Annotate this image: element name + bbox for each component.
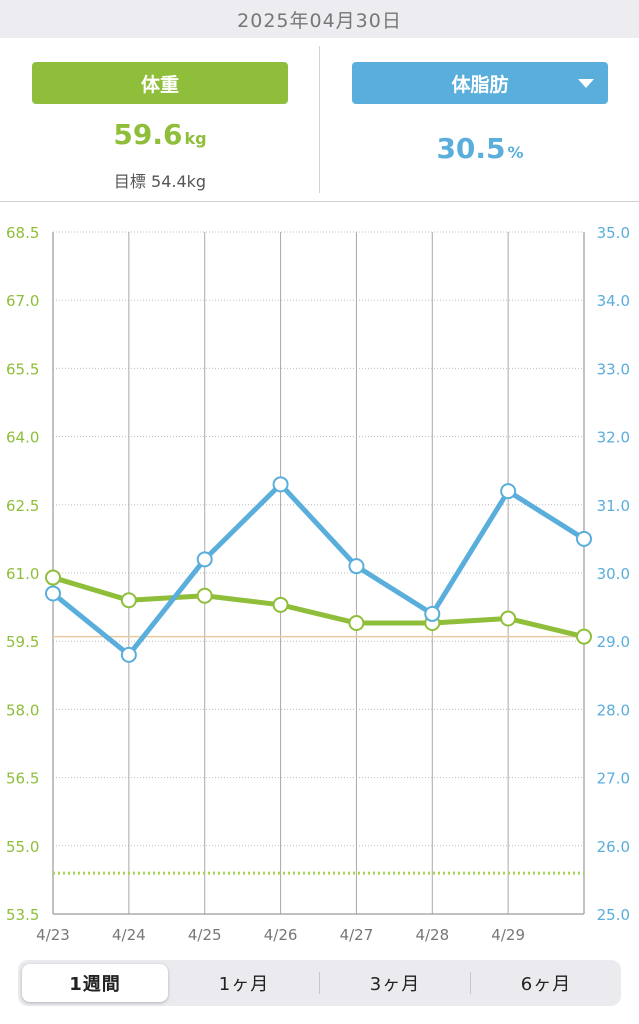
y-tick-label-left: 67.0	[6, 292, 39, 310]
weight-tab-label: 体重	[140, 73, 179, 96]
date-label: 2025年04月30日	[237, 9, 402, 32]
y-tick-label-left: 56.5	[6, 770, 39, 788]
x-tick-label: 4/29	[491, 926, 525, 944]
y-tick-label-left: 62.5	[6, 497, 39, 515]
period-tab-6-months[interactable]: 6ヶ月	[473, 964, 619, 1002]
y-tick-label-left: 61.0	[6, 565, 39, 583]
x-tick-label: 4/24	[112, 926, 146, 944]
period-tab-1-week[interactable]: 1週間	[22, 964, 168, 1002]
weight-tab-button[interactable]: 体重	[32, 62, 288, 104]
y-tick-label-right: 25.0	[597, 906, 630, 924]
summary-divider	[319, 46, 320, 193]
body-fat-value-display: 30.5 %	[352, 132, 608, 165]
period-tab-label: 1ヶ月	[218, 974, 270, 995]
x-tick-label: 4/23	[36, 926, 70, 944]
period-separator	[470, 972, 471, 994]
weight-data-point	[576, 628, 592, 645]
body-fat-dropdown[interactable]: 体脂肪	[352, 62, 608, 104]
body-fat-data-point	[120, 646, 137, 663]
weight-series-line	[50, 575, 587, 640]
body-fat-data-point	[576, 530, 592, 547]
date-header: 2025年04月30日	[0, 0, 639, 38]
y-tick-label-left: 53.5	[6, 906, 39, 924]
weight-fat-chart: 68.5 35.0 67.0 34.0 65.5 33.0 64.0 32.0 62.5 31.0…	[0, 202, 639, 950]
weight-data-point	[196, 587, 213, 604]
y-tick-label-right: 28.0	[597, 701, 630, 719]
weight-data-point	[120, 592, 137, 609]
period-tab-3-months[interactable]: 3ヶ月	[322, 964, 468, 1002]
y-tick-label-right: 34.0	[597, 292, 630, 310]
weight-value-display: 59.6 kg	[32, 118, 288, 151]
body-fat-unit: %	[507, 143, 524, 162]
period-tab-label: 1週間	[69, 974, 121, 995]
y-tick-label-right: 29.0	[597, 633, 630, 651]
weight-unit: kg	[184, 129, 207, 148]
weight-data-point	[348, 615, 365, 632]
body-fat-data-point	[500, 483, 517, 500]
x-tick-label: 4/27	[340, 926, 374, 944]
y-tick-label-left: 58.0	[6, 701, 39, 719]
y-tick-label-left: 64.0	[6, 429, 39, 447]
y-tick-label-right: 33.0	[597, 360, 630, 378]
y-tick-label-left: 59.5	[6, 633, 39, 651]
weight-data-point	[45, 569, 61, 586]
period-separator	[319, 972, 320, 994]
period-selector: 1週間 1ヶ月 3ヶ月 6ヶ月	[18, 960, 621, 1006]
x-tick-label: 4/26	[264, 926, 298, 944]
body-fat-data-point	[348, 558, 365, 575]
triangle-down-icon	[578, 79, 594, 88]
goal-weight-label: 目標 54.4kg	[113, 172, 207, 191]
body-fat-data-point	[272, 476, 289, 493]
y-tick-label-left: 55.0	[6, 838, 39, 856]
summary-panel: 体重 59.6 kg 目標 54.4kg 体脂肪 30.5 %	[0, 38, 639, 202]
period-tab-label: 3ヶ月	[369, 974, 421, 995]
chart-svg: 68.5 35.0 67.0 34.0 65.5 33.0 64.0 32.0 62.5 31.0…	[6, 224, 630, 944]
y-tick-label-left: 65.5	[6, 360, 39, 378]
weight-data-point	[500, 610, 517, 627]
body-fat-data-point	[45, 585, 61, 602]
y-tick-label-right: 31.0	[597, 497, 630, 515]
y-tick-label-right: 30.0	[597, 565, 630, 583]
y-tick-label-right: 26.0	[597, 838, 630, 856]
y-tick-label-left: 68.5	[6, 224, 39, 242]
body-fat-data-point	[196, 551, 213, 568]
y-tick-label-right: 27.0	[597, 770, 630, 788]
weight-value: 59.6	[113, 118, 183, 151]
body-fat-value: 30.5	[436, 132, 506, 165]
weight-data-point	[272, 596, 289, 613]
body-fat-data-point	[424, 605, 441, 622]
x-tick-label: 4/25	[188, 926, 222, 944]
y-tick-label-right: 35.0	[597, 224, 630, 242]
period-tab-1-month[interactable]: 1ヶ月	[171, 964, 317, 1002]
x-tick-label: 4/28	[415, 926, 449, 944]
body-fat-tab-label: 体脂肪	[451, 73, 509, 96]
y-tick-label-right: 32.0	[597, 429, 630, 447]
period-tab-label: 6ヶ月	[520, 974, 572, 995]
body-fat-series-line	[50, 481, 587, 658]
